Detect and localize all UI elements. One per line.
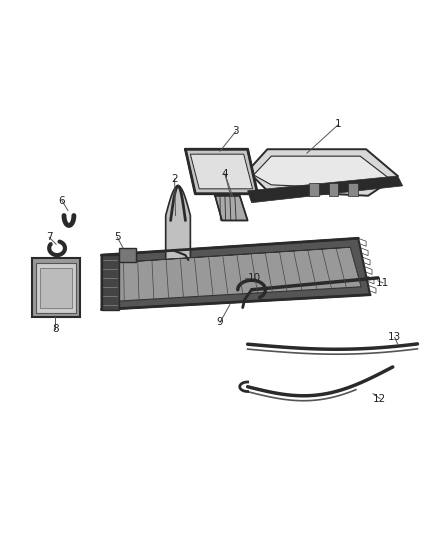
Text: 5: 5 bbox=[114, 232, 120, 243]
Polygon shape bbox=[348, 183, 358, 196]
Text: 10: 10 bbox=[248, 273, 261, 283]
Polygon shape bbox=[119, 248, 136, 262]
Polygon shape bbox=[166, 186, 191, 265]
Polygon shape bbox=[191, 154, 253, 189]
Text: 3: 3 bbox=[233, 126, 239, 136]
Text: 6: 6 bbox=[59, 196, 65, 206]
Polygon shape bbox=[247, 149, 398, 196]
Text: 9: 9 bbox=[217, 318, 223, 327]
Text: 13: 13 bbox=[388, 332, 401, 342]
Text: 2: 2 bbox=[171, 174, 178, 184]
Polygon shape bbox=[110, 247, 361, 302]
Text: 7: 7 bbox=[46, 232, 53, 243]
Polygon shape bbox=[32, 258, 80, 318]
Polygon shape bbox=[247, 176, 403, 203]
Polygon shape bbox=[40, 268, 72, 308]
Polygon shape bbox=[309, 183, 319, 196]
Text: 11: 11 bbox=[376, 278, 389, 288]
Polygon shape bbox=[215, 196, 247, 221]
Text: 1: 1 bbox=[335, 119, 342, 130]
Polygon shape bbox=[185, 149, 258, 194]
Polygon shape bbox=[328, 183, 339, 196]
Polygon shape bbox=[102, 255, 119, 310]
Polygon shape bbox=[102, 238, 370, 310]
Text: 4: 4 bbox=[222, 169, 228, 179]
Text: 8: 8 bbox=[52, 325, 58, 334]
Text: 12: 12 bbox=[373, 393, 387, 403]
Polygon shape bbox=[254, 156, 390, 189]
Polygon shape bbox=[36, 263, 76, 312]
